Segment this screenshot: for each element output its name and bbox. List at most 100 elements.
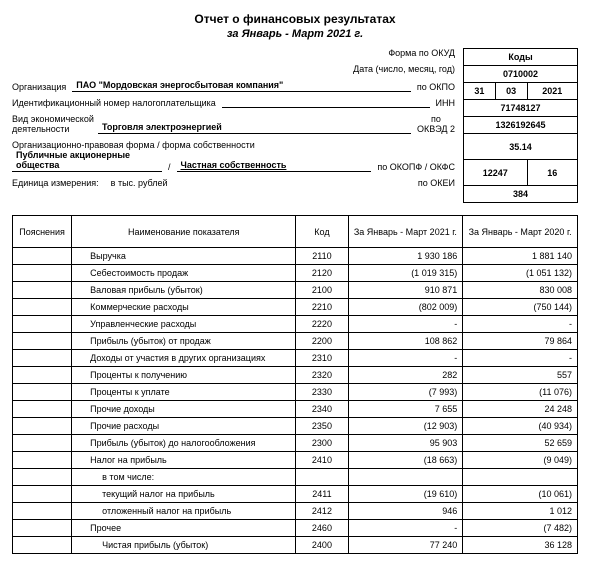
- cell-expl: [13, 299, 72, 316]
- cell-code: 2120: [296, 265, 348, 282]
- okpo-label: по ОКПО: [417, 82, 455, 92]
- form-value2: Частная собственность: [177, 160, 372, 172]
- cell-code: 2110: [296, 248, 348, 265]
- cell-expl: [13, 537, 72, 554]
- cell-code: [296, 469, 348, 486]
- cell-v2: -: [463, 350, 578, 367]
- org-label: Организация: [12, 82, 66, 92]
- th-name: Наименование показателя: [72, 216, 296, 248]
- cell-v2: (7 482): [463, 520, 578, 537]
- cell-v1: -: [348, 520, 463, 537]
- table-row: Прочее2460-(7 482): [13, 520, 578, 537]
- cell-v2: 52 659: [463, 435, 578, 452]
- cell-v1: 108 862: [348, 333, 463, 350]
- cell-v2: 1 881 140: [463, 248, 578, 265]
- code-date-d: 31: [464, 83, 496, 100]
- cell-v1: 282: [348, 367, 463, 384]
- th-period1: За Январь - Март 2021 г.: [348, 216, 463, 248]
- table-row: Проценты к получению2320282557: [13, 367, 578, 384]
- table-row: Доходы от участия в других организациях2…: [13, 350, 578, 367]
- table-row: отложенный налог на прибыль24129461 012: [13, 503, 578, 520]
- cell-name: в том числе:: [72, 469, 296, 486]
- cell-expl: [13, 486, 72, 503]
- table-row: Прибыль (убыток) от продаж2200108 86279 …: [13, 333, 578, 350]
- cell-code: 2100: [296, 282, 348, 299]
- cell-expl: [13, 435, 72, 452]
- cell-name: Доходы от участия в других организациях: [72, 350, 296, 367]
- cell-name: Выручка: [72, 248, 296, 265]
- cell-name: Проценты к уплате: [72, 384, 296, 401]
- cell-expl: [13, 367, 72, 384]
- code-okopf: 12247: [464, 160, 528, 186]
- code-date-m: 03: [495, 83, 527, 100]
- cell-name: текущий налог на прибыль: [72, 486, 296, 503]
- unit-value: в тыс. рублей: [105, 178, 168, 188]
- th-period2: За Январь - Март 2020 г.: [463, 216, 578, 248]
- table-row: Налог на прибыль2410(18 663)(9 049): [13, 452, 578, 469]
- codes-box: Коды 0710002 31 03 2021 71748127 1326192…: [463, 48, 578, 203]
- table-row: текущий налог на прибыль2411(19 610)(10 …: [13, 486, 578, 503]
- cell-code: 2410: [296, 452, 348, 469]
- cell-name: Прочее: [72, 520, 296, 537]
- table-row: Проценты к уплате2330(7 993)(11 076): [13, 384, 578, 401]
- cell-expl: [13, 503, 72, 520]
- cell-expl: [13, 316, 72, 333]
- unit-label: Единица измерения:: [12, 178, 99, 188]
- cell-name: Коммерческие расходы: [72, 299, 296, 316]
- cell-v2: 830 008: [463, 282, 578, 299]
- cell-code: 2300: [296, 435, 348, 452]
- cell-expl: [13, 350, 72, 367]
- cell-v1: (802 009): [348, 299, 463, 316]
- code-inn: 1326192645: [464, 117, 578, 134]
- okei-label: по ОКЕИ: [418, 178, 455, 188]
- cell-expl: [13, 452, 72, 469]
- table-row: Прибыль (убыток) до налогообложения23009…: [13, 435, 578, 452]
- form-value1: Публичные акционерныеобщества: [12, 150, 162, 172]
- cell-code: 2411: [296, 486, 348, 503]
- cell-name: отложенный налог на прибыль: [72, 503, 296, 520]
- code-okpo: 71748127: [464, 100, 578, 117]
- date-label: Дата (число, месяц, год): [353, 64, 455, 74]
- cell-name: Управленческие расходы: [72, 316, 296, 333]
- inn-label: Идентификационный номер налогоплательщик…: [12, 98, 216, 108]
- cell-v1: -: [348, 316, 463, 333]
- cell-v2: 24 248: [463, 401, 578, 418]
- code-okud: 0710002: [464, 66, 578, 83]
- cell-code: 2350: [296, 418, 348, 435]
- cell-expl: [13, 384, 72, 401]
- report-subtitle: за Январь - Март 2021 г.: [12, 28, 578, 40]
- cell-v1: 910 871: [348, 282, 463, 299]
- header-section: Форма по ОКУД Дата (число, месяц, год) О…: [12, 48, 578, 203]
- code-date-y: 2021: [527, 83, 577, 100]
- table-row: Прочие расходы2350(12 903)(40 934): [13, 418, 578, 435]
- okud-label: Форма по ОКУД: [388, 48, 455, 58]
- cell-v2: (750 144): [463, 299, 578, 316]
- cell-v2: -: [463, 316, 578, 333]
- cell-v2: (1 051 132): [463, 265, 578, 282]
- th-expl: Пояснения: [13, 216, 72, 248]
- cell-expl: [13, 282, 72, 299]
- financial-table: Пояснения Наименование показателя Код За…: [12, 215, 578, 554]
- cell-name: Прочие доходы: [72, 401, 296, 418]
- cell-v2: 79 864: [463, 333, 578, 350]
- table-row: Валовая прибыль (убыток)2100910 871830 0…: [13, 282, 578, 299]
- report-title: Отчет о финансовых результатах: [12, 12, 578, 26]
- activity-label2: деятельности: [12, 124, 69, 134]
- cell-v1: (1 019 315): [348, 265, 463, 282]
- cell-code: 2210: [296, 299, 348, 316]
- cell-name: Чистая прибыль (убыток): [72, 537, 296, 554]
- form-label: Организационно-правовая форма / форма со…: [12, 140, 255, 150]
- cell-name: Валовая прибыль (убыток): [72, 282, 296, 299]
- cell-v1: 946: [348, 503, 463, 520]
- cell-v2: 557: [463, 367, 578, 384]
- cell-v1: 95 903: [348, 435, 463, 452]
- cell-code: 2200: [296, 333, 348, 350]
- code-okei: 384: [464, 186, 578, 203]
- cell-expl: [13, 520, 72, 537]
- cell-code: 2330: [296, 384, 348, 401]
- table-row: Чистая прибыль (убыток)240077 24036 128: [13, 537, 578, 554]
- cell-v1: (7 993): [348, 384, 463, 401]
- cell-v1: -: [348, 350, 463, 367]
- table-row: Выручка21101 930 1861 881 140: [13, 248, 578, 265]
- cell-expl: [13, 401, 72, 418]
